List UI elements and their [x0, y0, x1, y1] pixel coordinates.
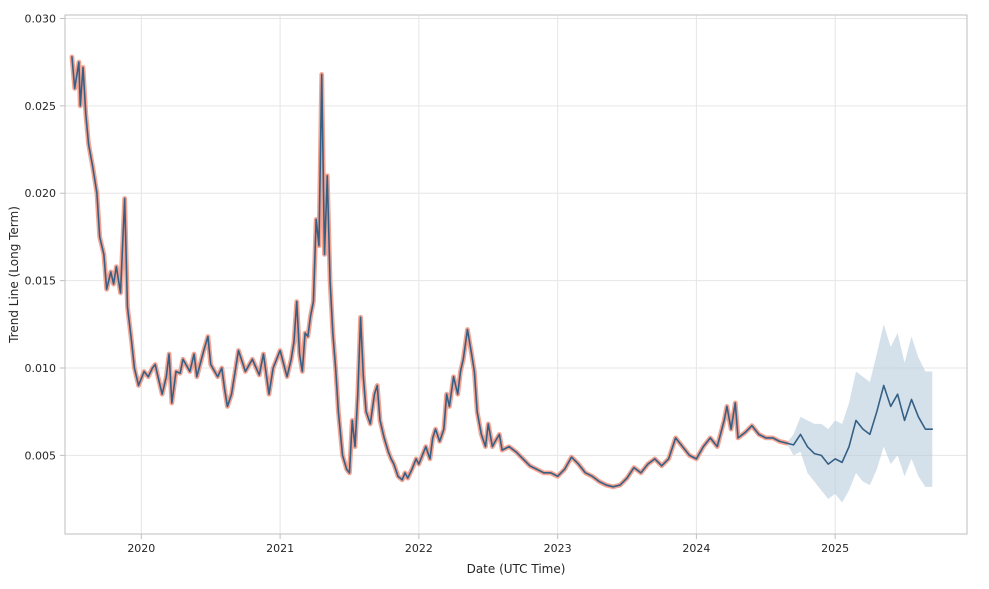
y-tick-label: 0.025	[25, 100, 57, 113]
trend-line-chart: 2020 2021 2022 2023 2024 2025 0.005 0.010 0.015 0…	[0, 0, 989, 589]
y-tick-label: 0.020	[25, 187, 57, 200]
x-tick-label: 2025	[821, 542, 849, 555]
x-tick-label: 2024	[682, 542, 710, 555]
x-axis-label: Date (UTC Time)	[467, 562, 566, 576]
x-tick-label: 2022	[405, 542, 433, 555]
x-tick-label: 2020	[127, 542, 155, 555]
y-axis-label: Trend Line (Long Term)	[7, 206, 21, 344]
x-tick-label: 2021	[266, 542, 294, 555]
y-tick-label: 0.030	[25, 12, 57, 25]
y-tick-label: 0.005	[25, 449, 57, 462]
y-tick-label: 0.010	[25, 362, 57, 375]
y-tick-label: 0.015	[25, 275, 57, 288]
x-tick-label: 2023	[544, 542, 572, 555]
chart-svg: 2020 2021 2022 2023 2024 2025 0.005 0.010 0.015 0…	[0, 0, 989, 589]
